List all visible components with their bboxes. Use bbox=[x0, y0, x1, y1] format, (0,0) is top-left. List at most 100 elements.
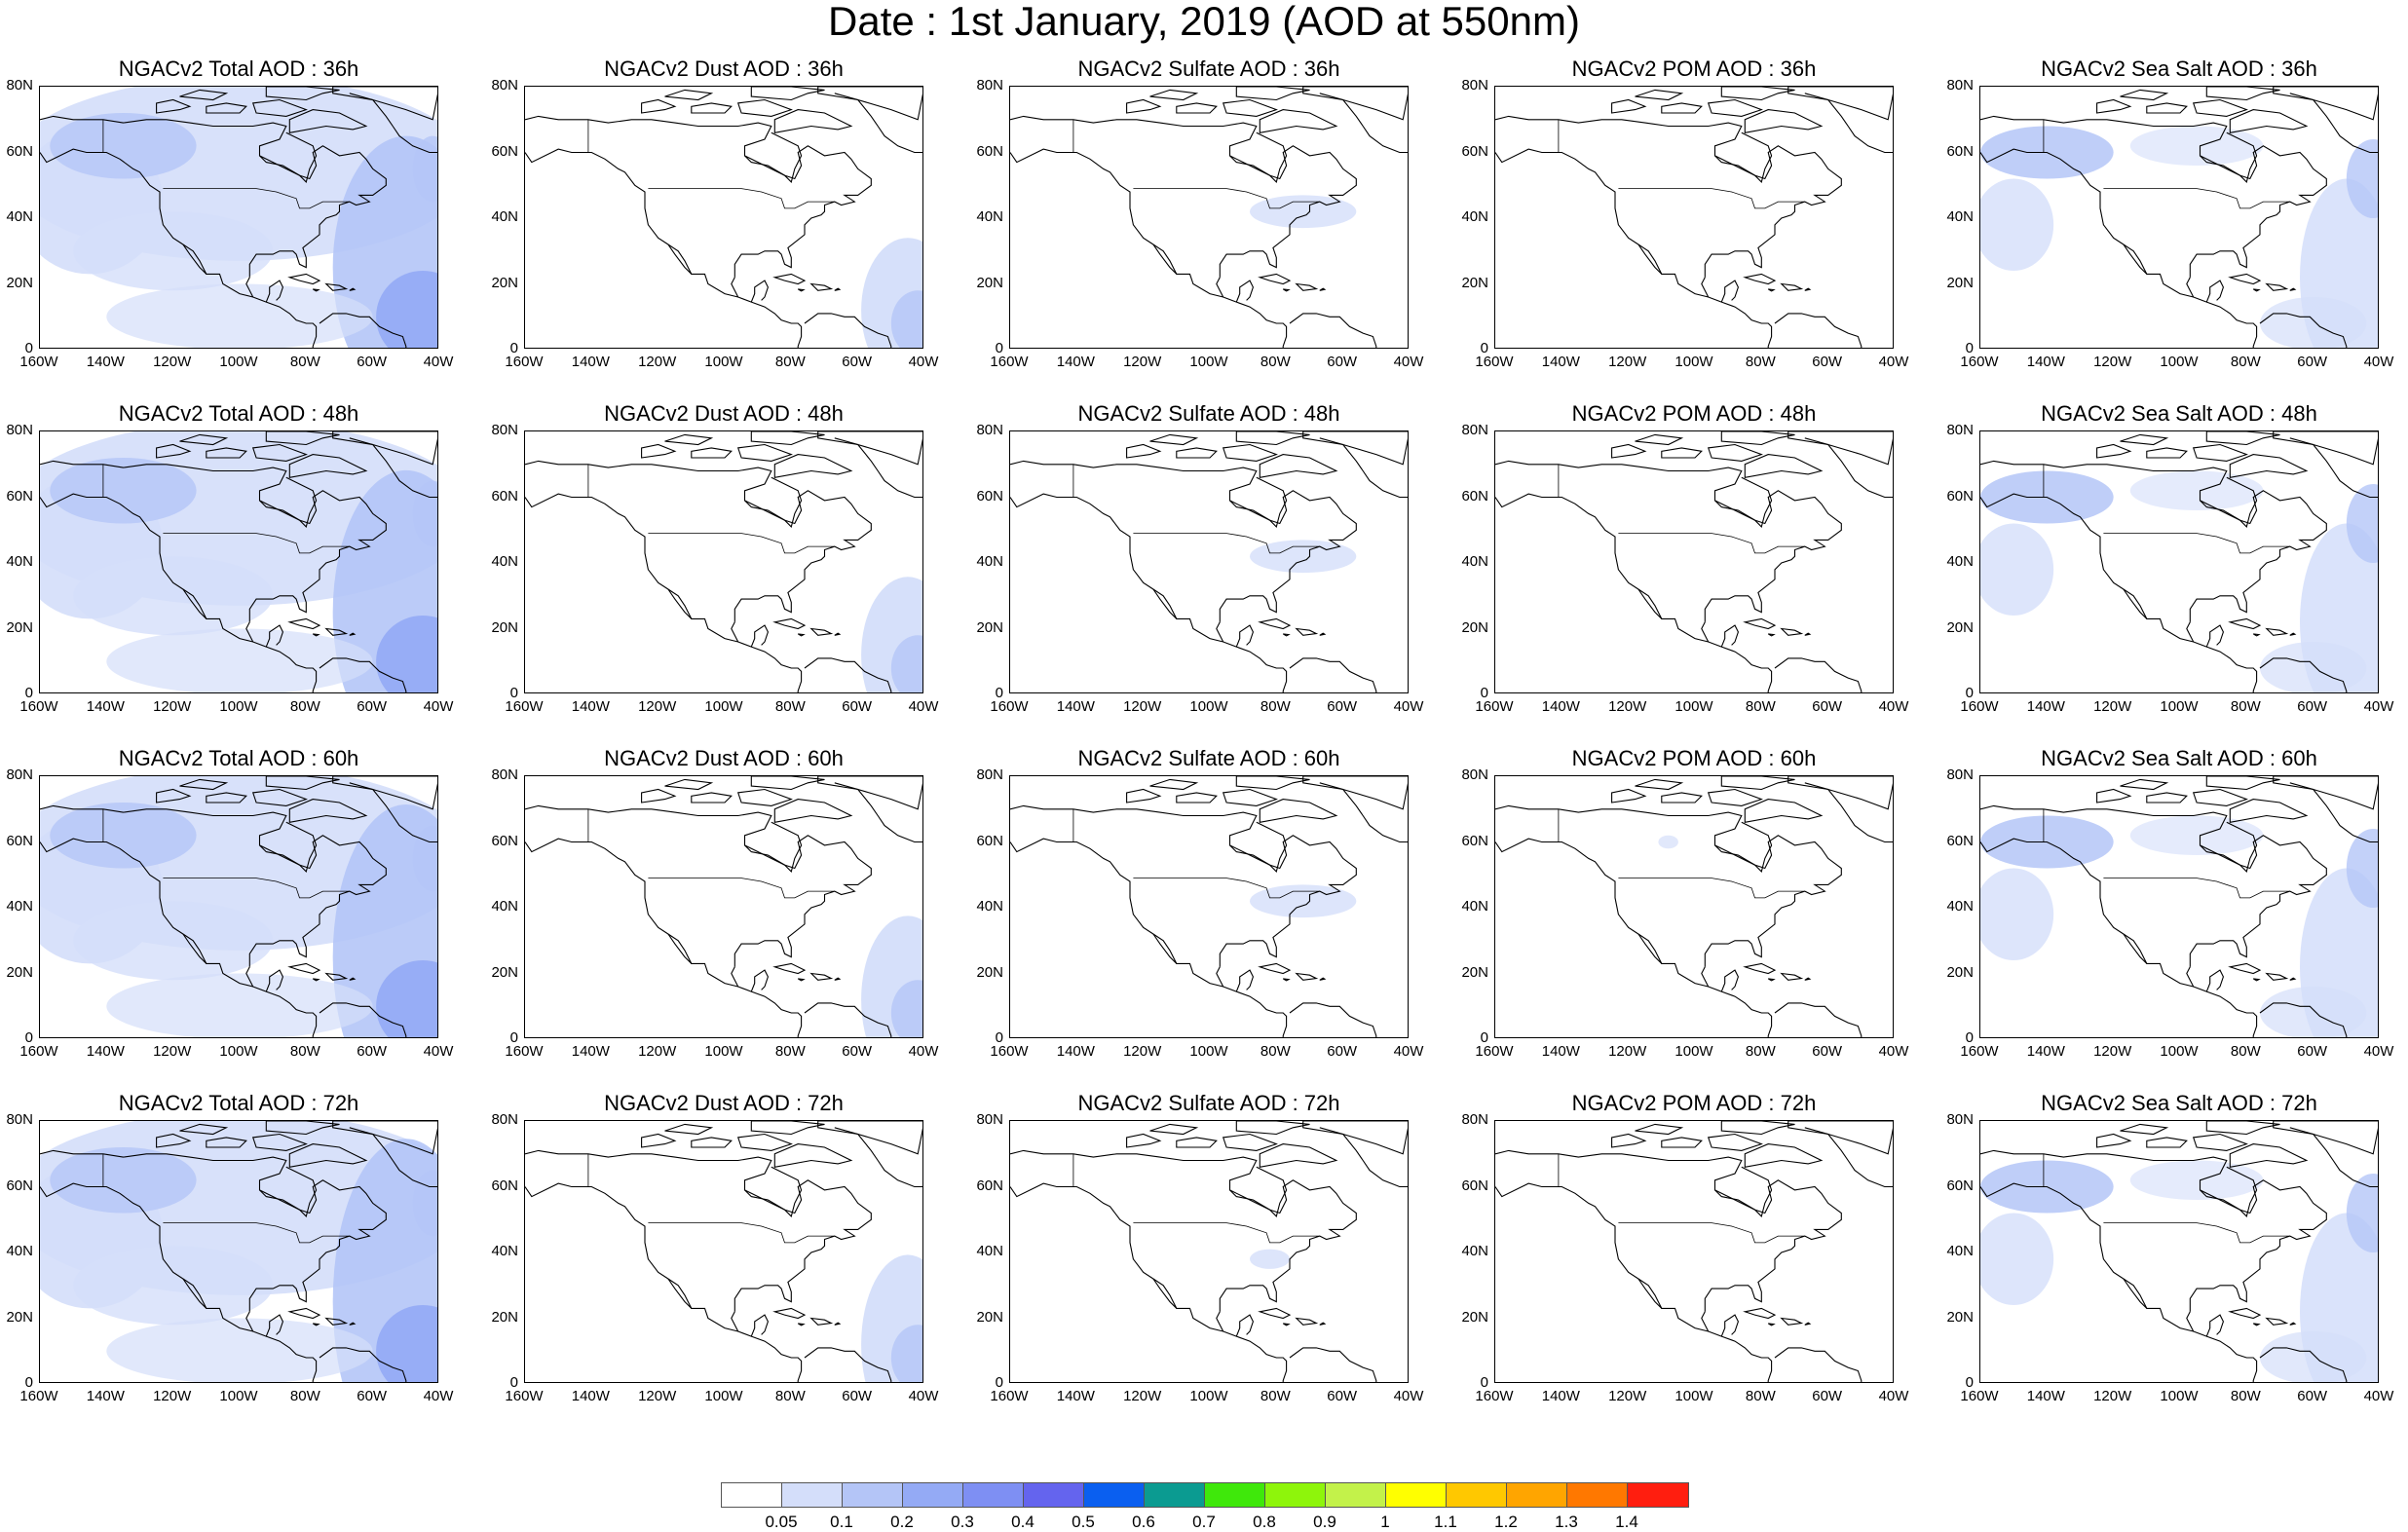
island-outline bbox=[2146, 792, 2188, 803]
coastline bbox=[1804, 93, 1893, 154]
island-outline bbox=[1707, 788, 1763, 806]
island-outline bbox=[2273, 87, 2378, 121]
island-outline bbox=[809, 972, 834, 981]
coastline bbox=[1714, 131, 1773, 183]
map-panel-seasalt-0: NGACv2 Sea Salt AOD : 36h 80N 60N 40N 20N 0 16… bbox=[1940, 56, 2398, 388]
border bbox=[1618, 188, 1805, 209]
island-outline bbox=[1259, 1143, 1338, 1168]
map-panel-seasalt-3: NGACv2 Sea Salt AOD : 72h 80N 60N 40N 20N 0 16… bbox=[1940, 1091, 2398, 1422]
border bbox=[1133, 188, 1320, 209]
lat-tick-label: 40N bbox=[1461, 1243, 1488, 1259]
island-outline bbox=[2252, 1323, 2261, 1326]
map-panel-dust-3: NGACv2 Dust AOD : 72h 80N 60N 40N 20N 0 160W 14… bbox=[485, 1091, 943, 1422]
aod-field-region bbox=[376, 1305, 437, 1382]
island-outline bbox=[1780, 627, 1804, 636]
island-outline bbox=[664, 89, 714, 101]
coastline bbox=[525, 1182, 803, 1382]
lat-tick-label: 0 bbox=[1480, 1029, 1488, 1046]
island-outline bbox=[2120, 778, 2169, 791]
island-outline bbox=[772, 617, 807, 630]
coastline bbox=[40, 460, 387, 622]
island-outline bbox=[1126, 1133, 1162, 1148]
island-outline bbox=[1126, 788, 1162, 803]
island-outline bbox=[2289, 1322, 2297, 1326]
lat-tick-label: 20N bbox=[491, 1308, 518, 1326]
lon-tick-label: 100W bbox=[1674, 1043, 1713, 1060]
coastline bbox=[1229, 821, 1288, 873]
island-outline bbox=[1282, 1323, 1291, 1326]
island-outline bbox=[1635, 778, 1684, 791]
island-outline bbox=[2229, 454, 2309, 478]
aod-field-region bbox=[890, 635, 922, 692]
island-outline bbox=[1176, 1137, 1218, 1148]
coastline bbox=[1319, 782, 1408, 843]
aod-field-region bbox=[2260, 1331, 2367, 1382]
colorbar-swatch bbox=[1386, 1483, 1447, 1507]
lon-tick-label: 80W bbox=[774, 354, 806, 370]
island-outline bbox=[773, 1143, 853, 1168]
island-outline bbox=[1787, 1121, 1893, 1155]
island-outline bbox=[1720, 87, 1795, 101]
panel-title: NGACv2 Sea Salt AOD : 48h bbox=[2041, 401, 2317, 426]
lat-tick-label: 80N bbox=[1461, 77, 1488, 93]
coastline bbox=[750, 280, 769, 303]
map-panel-dust-1: NGACv2 Dust AOD : 48h 80N 60N 40N 20N 0 160W 14… bbox=[485, 401, 943, 732]
coastline bbox=[40, 838, 318, 1037]
island-outline bbox=[288, 799, 368, 823]
map-svg bbox=[1495, 776, 1893, 1037]
lon-tick-label: 140W bbox=[2026, 698, 2065, 715]
lat-tick-label: 80N bbox=[976, 422, 1003, 438]
island-outline bbox=[1235, 431, 1310, 446]
island-outline bbox=[265, 431, 340, 446]
coastline bbox=[265, 1314, 283, 1337]
lat-tick-label: 20N bbox=[6, 1308, 33, 1326]
colorbar-swatch bbox=[1145, 1483, 1205, 1507]
island-outline bbox=[2229, 109, 2309, 133]
map-svg bbox=[1980, 87, 2378, 348]
panel-title: NGACv2 Total AOD : 36h bbox=[118, 56, 359, 81]
island-outline bbox=[1744, 454, 1824, 478]
coastline bbox=[1495, 804, 1842, 967]
lon-tick-label: 100W bbox=[2160, 1043, 2199, 1060]
lon-tick-label: 120W bbox=[153, 1043, 192, 1060]
aod-field-region bbox=[1658, 835, 1678, 849]
island-outline bbox=[2252, 978, 2261, 982]
island-outline bbox=[287, 273, 321, 285]
aod-field-region bbox=[2129, 1160, 2264, 1200]
coastline bbox=[2186, 1311, 2195, 1332]
island-outline bbox=[773, 109, 853, 133]
island-outline bbox=[1804, 632, 1812, 636]
island-outline bbox=[1176, 792, 1218, 803]
lon-tick-label: 160W bbox=[1960, 1043, 1999, 1060]
island-outline bbox=[1319, 632, 1327, 636]
coastline bbox=[731, 966, 739, 988]
coastline bbox=[1495, 838, 1773, 1037]
coastline bbox=[40, 115, 387, 278]
lon-tick-label: 80W bbox=[2230, 354, 2261, 370]
coastline bbox=[1235, 969, 1254, 992]
island-outline bbox=[287, 962, 321, 975]
lat-tick-label: 40N bbox=[1946, 208, 1974, 225]
coastline bbox=[731, 1311, 739, 1332]
island-outline bbox=[1707, 1133, 1763, 1151]
aod-field-region bbox=[2129, 470, 2264, 510]
lat-tick-label: 20N bbox=[1946, 618, 1974, 636]
coastline bbox=[1495, 115, 1842, 278]
island-outline bbox=[156, 443, 192, 459]
lat-tick-label: 60N bbox=[976, 142, 1003, 160]
colorbar-swatch bbox=[1084, 1483, 1145, 1507]
island-outline bbox=[1767, 1323, 1776, 1326]
lat-tick-label: 60N bbox=[1461, 1177, 1488, 1194]
coastline bbox=[1980, 838, 2258, 1037]
coastline bbox=[1701, 621, 1710, 643]
island-outline bbox=[2289, 287, 2297, 291]
island-outline bbox=[1720, 776, 1795, 791]
map-svg bbox=[1495, 87, 1893, 348]
island-outline bbox=[2273, 431, 2378, 466]
lon-tick-label: 160W bbox=[505, 698, 544, 715]
coastline bbox=[2186, 621, 2195, 643]
lon-tick-label: 100W bbox=[1189, 354, 1228, 370]
coastline bbox=[750, 1314, 769, 1337]
island-outline bbox=[809, 627, 834, 636]
lat-tick-label: 60N bbox=[491, 1177, 518, 1194]
